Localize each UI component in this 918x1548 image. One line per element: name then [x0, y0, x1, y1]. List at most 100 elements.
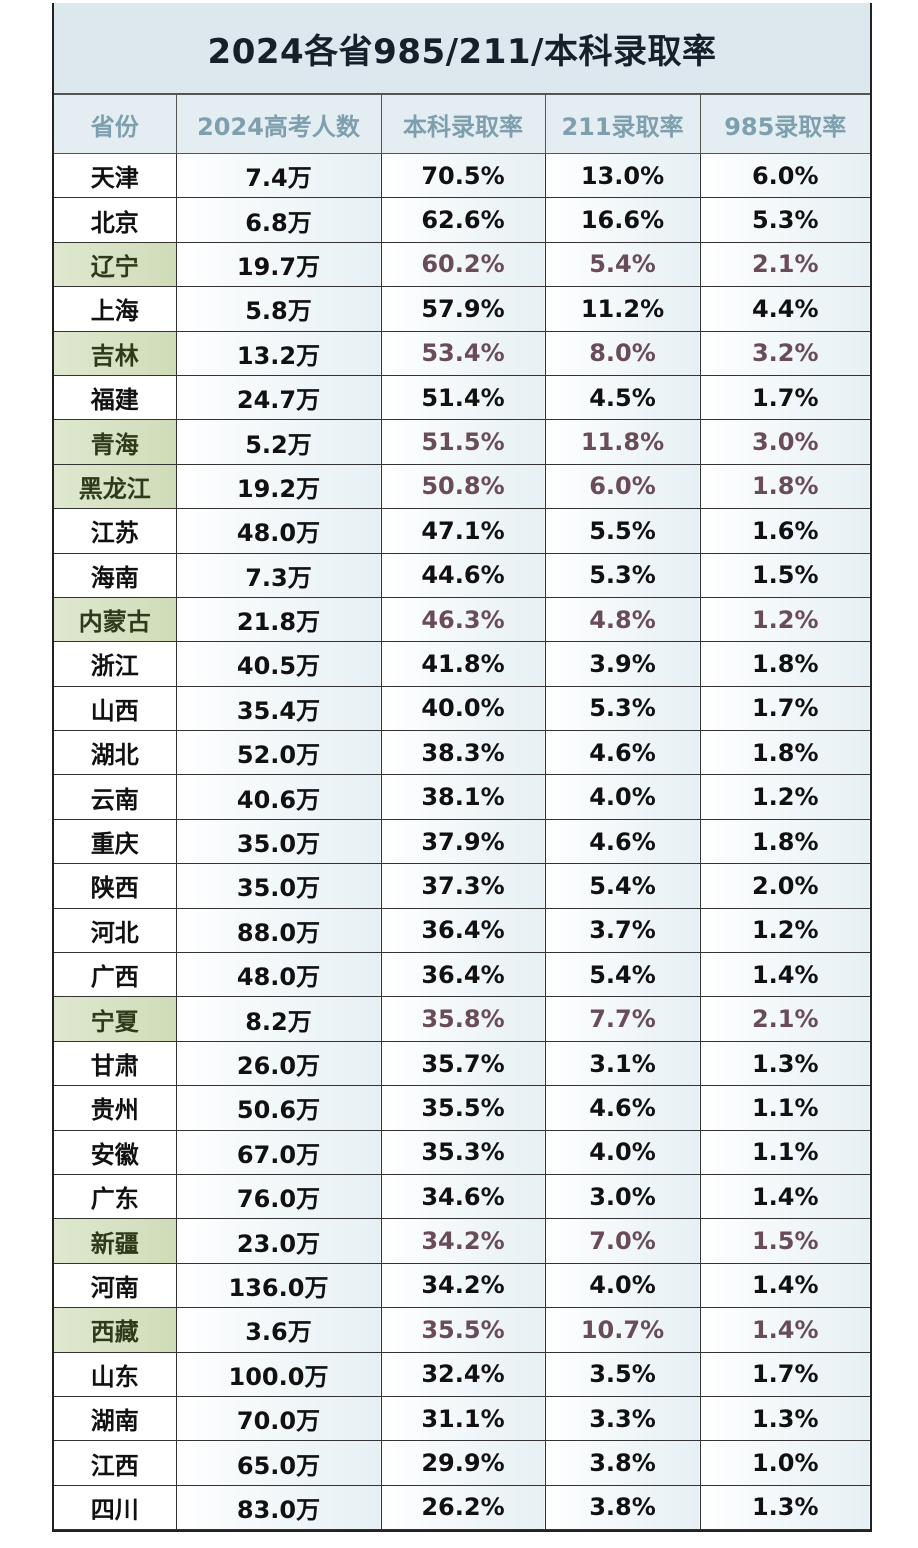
- rate-211-cell: 6.0%: [544, 463, 701, 510]
- rate-985-cell: 1.8%: [699, 641, 870, 687]
- province-cell: 山西: [54, 685, 177, 732]
- province-cell: 广东: [54, 1173, 177, 1220]
- rate-985-cell: 1.4%: [699, 1307, 870, 1353]
- rate-211-cell: 7.7%: [544, 996, 701, 1042]
- examinees-cell: 100.0万: [175, 1351, 382, 1397]
- examinees-cell: 3.6万: [175, 1307, 382, 1353]
- province-cell: 福建: [54, 374, 177, 421]
- rate-211-cell: 5.4%: [544, 863, 701, 909]
- examinees-cell: 19.2万: [175, 463, 382, 510]
- undergrad-rate-cell: 51.5%: [380, 419, 546, 465]
- rate-211-cell: 16.6%: [544, 197, 701, 243]
- undergrad-rate-cell: 37.9%: [380, 818, 546, 865]
- examinees-cell: 88.0万: [175, 907, 382, 954]
- undergrad-rate-cell: 29.9%: [380, 1440, 546, 1486]
- rate-985-cell: 1.7%: [699, 374, 870, 421]
- rate-985-cell: 3.2%: [699, 330, 870, 376]
- undergrad-rate-cell: 37.3%: [380, 863, 546, 909]
- province-cell: 内蒙古: [54, 596, 177, 643]
- province-cell: 河北: [54, 907, 177, 954]
- rate-985-cell: 1.5%: [699, 1218, 870, 1264]
- rate-211-cell: 4.0%: [544, 1129, 701, 1175]
- header-undergrad-rate: 本科录取率: [380, 94, 546, 154]
- table-row: 河北 88.0万 36.4% 3.7% 1.2%: [54, 907, 870, 954]
- table-row: 四川 83.0万 26.2% 3.8% 1.3%: [54, 1484, 870, 1531]
- table-row: 广西 48.0万 36.4% 5.4% 1.4%: [54, 952, 870, 998]
- table-row: 内蒙古 21.8万 46.3% 4.8% 1.2%: [54, 596, 870, 643]
- page-title: 2024各省985/211/本科录取率: [54, 3, 870, 94]
- rate-985-cell: 2.1%: [699, 996, 870, 1042]
- table-row: 北京 6.8万 62.6% 16.6% 5.3%: [54, 197, 870, 243]
- undergrad-rate-cell: 35.7%: [380, 1040, 546, 1087]
- rate-211-cell: 5.3%: [544, 685, 701, 732]
- province-cell: 黑龙江: [54, 463, 177, 510]
- examinees-cell: 5.2万: [175, 419, 382, 465]
- province-cell: 天津: [54, 152, 177, 199]
- province-cell: 云南: [54, 774, 177, 820]
- examinees-cell: 7.4万: [175, 152, 382, 199]
- rate-985-cell: 2.0%: [699, 863, 870, 909]
- undergrad-rate-cell: 53.4%: [380, 330, 546, 376]
- rate-985-cell: 6.0%: [699, 152, 870, 199]
- province-cell: 吉林: [54, 330, 177, 376]
- table-row: 新疆 23.0万 34.2% 7.0% 1.5%: [54, 1218, 870, 1264]
- province-cell: 青海: [54, 419, 177, 465]
- examinees-cell: 35.0万: [175, 818, 382, 865]
- province-cell: 陕西: [54, 863, 177, 909]
- rate-985-cell: 1.4%: [699, 952, 870, 998]
- examinees-cell: 23.0万: [175, 1218, 382, 1264]
- rate-985-cell: 1.8%: [699, 818, 870, 865]
- rate-985-cell: 1.3%: [699, 1484, 870, 1531]
- examinees-cell: 136.0万: [175, 1262, 382, 1309]
- province-cell: 湖北: [54, 730, 177, 776]
- examinees-cell: 19.7万: [175, 241, 382, 288]
- undergrad-rate-cell: 34.6%: [380, 1173, 546, 1220]
- rate-985-cell: 3.0%: [699, 419, 870, 465]
- province-cell: 江苏: [54, 508, 177, 554]
- undergrad-rate-cell: 60.2%: [380, 241, 546, 288]
- table-row: 宁夏 8.2万 35.8% 7.7% 2.1%: [54, 996, 870, 1042]
- rate-985-cell: 4.4%: [699, 286, 870, 332]
- rate-985-cell: 1.1%: [699, 1129, 870, 1175]
- table-row: 重庆 35.0万 37.9% 4.6% 1.8%: [54, 818, 870, 865]
- rate-985-cell: 2.1%: [699, 241, 870, 288]
- examinees-cell: 13.2万: [175, 330, 382, 376]
- undergrad-rate-cell: 35.5%: [380, 1307, 546, 1353]
- undergrad-rate-cell: 35.3%: [380, 1129, 546, 1175]
- province-cell: 北京: [54, 197, 177, 243]
- rate-211-cell: 3.5%: [544, 1351, 701, 1397]
- examinees-cell: 67.0万: [175, 1129, 382, 1175]
- rate-211-cell: 7.0%: [544, 1218, 701, 1264]
- undergrad-rate-cell: 31.1%: [380, 1395, 546, 1442]
- rate-985-cell: 1.2%: [699, 774, 870, 820]
- rate-985-cell: 1.7%: [699, 685, 870, 732]
- table-row: 山东 100.0万 32.4% 3.5% 1.7%: [54, 1351, 870, 1397]
- province-cell: 湖南: [54, 1395, 177, 1442]
- undergrad-rate-cell: 46.3%: [380, 596, 546, 643]
- admission-rate-sheet: 2024各省985/211/本科录取率 省份 2024高考人数 本科录取率 21…: [52, 3, 872, 1533]
- province-cell: 西藏: [54, 1307, 177, 1353]
- table-row: 天津 7.4万 70.5% 13.0% 6.0%: [54, 152, 870, 199]
- rate-211-cell: 4.6%: [544, 730, 701, 776]
- header-211-rate: 211录取率: [544, 94, 701, 154]
- rate-985-cell: 1.8%: [699, 463, 870, 510]
- table-body: 天津 7.4万 70.5% 13.0% 6.0% 北京 6.8万 62.6% 16.6% 5.3%…: [54, 152, 870, 1531]
- table-row: 湖北 52.0万 38.3% 4.6% 1.8%: [54, 730, 870, 776]
- table-row: 上海 5.8万 57.9% 11.2% 4.4%: [54, 286, 870, 332]
- examinees-cell: 48.0万: [175, 952, 382, 998]
- undergrad-rate-cell: 32.4%: [380, 1351, 546, 1397]
- rate-985-cell: 1.3%: [699, 1040, 870, 1087]
- header-985-rate: 985录取率: [699, 94, 870, 154]
- province-cell: 广西: [54, 952, 177, 998]
- rate-211-cell: 3.8%: [544, 1484, 701, 1531]
- examinees-cell: 70.0万: [175, 1395, 382, 1442]
- examinees-cell: 40.5万: [175, 641, 382, 687]
- examinees-cell: 26.0万: [175, 1040, 382, 1087]
- undergrad-rate-cell: 38.3%: [380, 730, 546, 776]
- rate-211-cell: 5.4%: [544, 241, 701, 288]
- rate-985-cell: 1.3%: [699, 1395, 870, 1442]
- province-cell: 甘肃: [54, 1040, 177, 1087]
- province-cell: 河南: [54, 1262, 177, 1309]
- table-row: 贵州 50.6万 35.5% 4.6% 1.1%: [54, 1085, 870, 1131]
- table-row: 陕西 35.0万 37.3% 5.4% 2.0%: [54, 863, 870, 909]
